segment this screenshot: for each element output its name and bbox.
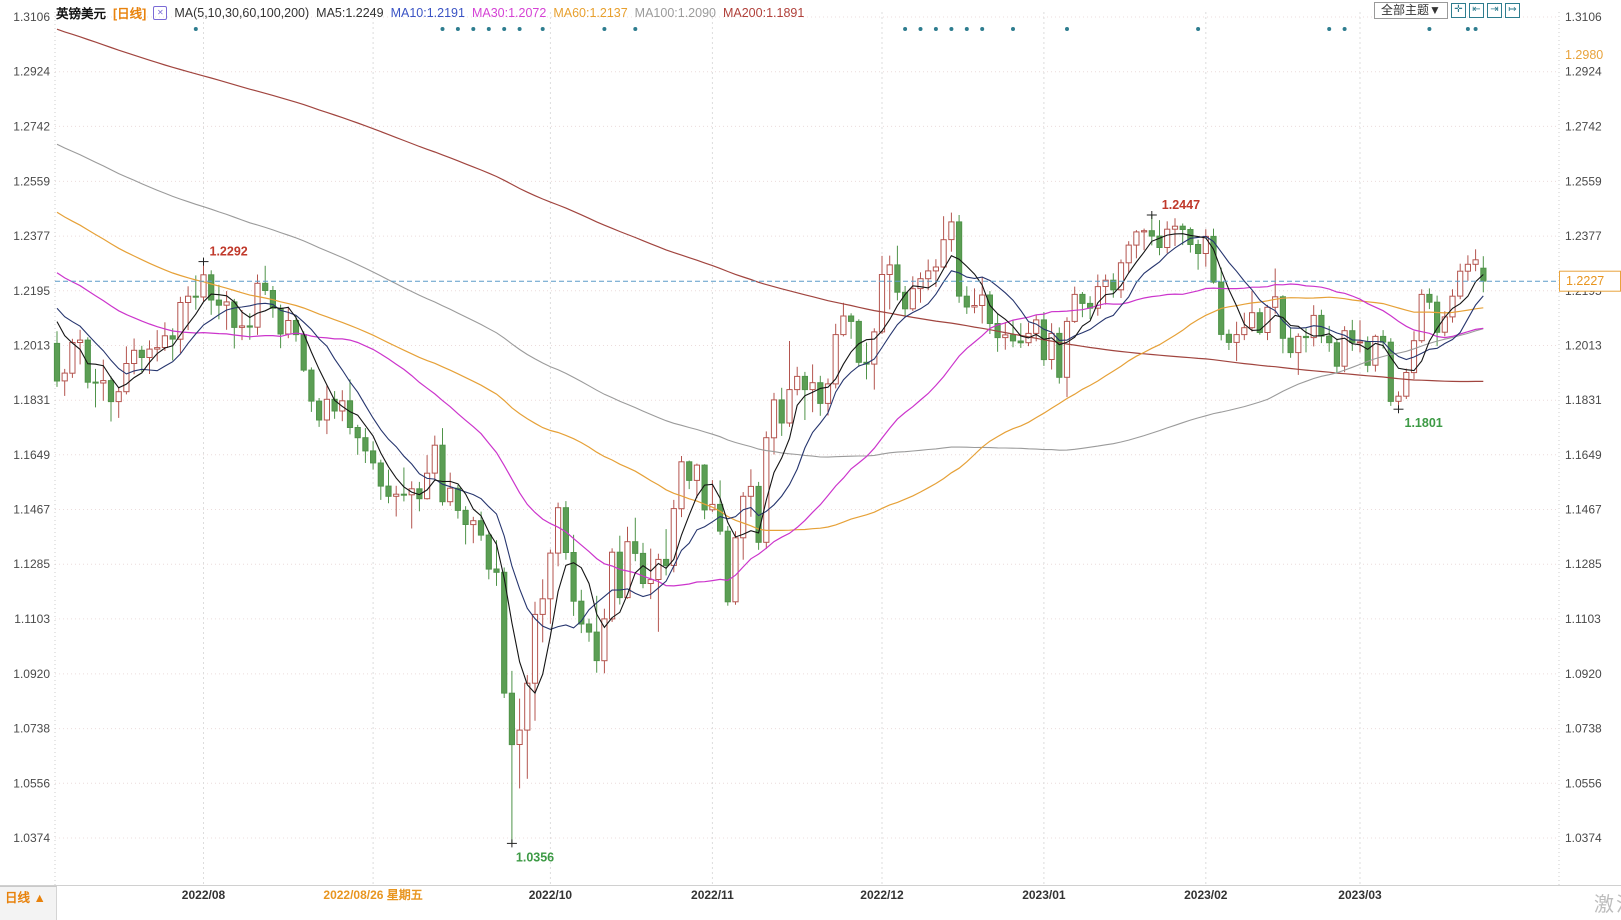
svg-text:2023/03: 2023/03 <box>1338 888 1382 902</box>
svg-text:1.1467: 1.1467 <box>13 503 50 517</box>
svg-text:1.2447: 1.2447 <box>1162 198 1200 212</box>
ma5-value: MA5:1.2249 <box>316 5 384 20</box>
ma200-value: MA200:1.1891 <box>722 5 805 20</box>
svg-text:2022/08/26 星期五: 2022/08/26 星期五 <box>323 887 422 902</box>
symbol-name: 英镑美元 <box>56 7 107 21</box>
svg-text:1.0556: 1.0556 <box>13 776 50 790</box>
ma100-value: MA100:1.2090 <box>634 5 716 20</box>
ma60-value: MA60:1.2137 <box>553 5 628 20</box>
svg-text:1.1467: 1.1467 <box>1565 503 1602 517</box>
svg-text:1.1831: 1.1831 <box>13 393 50 407</box>
svg-text:2022/10: 2022/10 <box>529 888 573 902</box>
svg-text:1.2559: 1.2559 <box>1565 174 1602 188</box>
svg-text:1.1103: 1.1103 <box>1565 612 1601 626</box>
svg-text:1.0374: 1.0374 <box>1565 831 1602 845</box>
chart-header: 英镑美元 [日线] ✕ MA(5,10,30,60,100,200) MA5:1… <box>56 3 804 22</box>
svg-text:1.1103: 1.1103 <box>14 612 50 626</box>
svg-text:1.2980: 1.2980 <box>1565 48 1603 62</box>
ma30-value: MA30:1.2072 <box>471 5 547 20</box>
svg-text:1.2377: 1.2377 <box>13 229 50 243</box>
svg-text:1.0556: 1.0556 <box>1565 776 1602 790</box>
crosshair-icon[interactable]: ✛ <box>1450 3 1466 18</box>
svg-text:1.2559: 1.2559 <box>13 174 50 188</box>
indicator-close-icon[interactable]: ✕ <box>153 5 168 20</box>
svg-text:1.0738: 1.0738 <box>13 722 50 736</box>
svg-text:1.3106: 1.3106 <box>13 10 50 24</box>
svg-text:1.0374: 1.0374 <box>13 831 50 845</box>
svg-text:1.2227: 1.2227 <box>1566 274 1604 288</box>
svg-text:1.0356: 1.0356 <box>516 850 554 864</box>
svg-text:1.2013: 1.2013 <box>1565 339 1602 353</box>
chart-toolbar: 全部主题▼ ✛ ⇤ ⇥ ↦ <box>1374 2 1520 19</box>
svg-text:1.2195: 1.2195 <box>13 284 50 298</box>
svg-text:1.2292: 1.2292 <box>210 245 248 259</box>
svg-text:2022/11: 2022/11 <box>691 888 734 902</box>
svg-text:1.1285: 1.1285 <box>1565 557 1602 571</box>
svg-text:2023/02: 2023/02 <box>1184 888 1228 902</box>
theme-dropdown[interactable]: 全部主题▼ <box>1374 2 1448 19</box>
svg-text:1.2013: 1.2013 <box>13 339 50 353</box>
svg-text:1.1801: 1.1801 <box>1405 416 1443 430</box>
svg-text:1.0920: 1.0920 <box>1565 667 1602 681</box>
ma10-value: MA10:1.2191 <box>390 5 465 20</box>
period-selector[interactable]: 日线 ▲ <box>0 886 57 920</box>
svg-text:2022/12: 2022/12 <box>860 888 904 902</box>
svg-text:1.1649: 1.1649 <box>13 448 50 462</box>
svg-text:1.1831: 1.1831 <box>1565 393 1602 407</box>
svg-text:1.1649: 1.1649 <box>1565 448 1602 462</box>
svg-text:1.2377: 1.2377 <box>1565 229 1602 243</box>
watermark: 激活 <box>1594 894 1621 916</box>
jump-latest-icon[interactable]: ↦ <box>1504 3 1520 18</box>
svg-text:1.2742: 1.2742 <box>1565 119 1602 133</box>
svg-text:1.2742: 1.2742 <box>13 119 50 133</box>
svg-text:1.2924: 1.2924 <box>1565 65 1602 79</box>
svg-text:2022/08: 2022/08 <box>182 888 226 902</box>
svg-text:1.0920: 1.0920 <box>13 667 50 681</box>
svg-text:1.1285: 1.1285 <box>13 557 50 571</box>
expand-icon[interactable]: ⇥ <box>1486 3 1502 18</box>
compress-icon[interactable]: ⇤ <box>1468 3 1484 18</box>
svg-text:1.0738: 1.0738 <box>1565 722 1602 736</box>
svg-text:1.2924: 1.2924 <box>13 65 50 79</box>
ma-settings-label[interactable]: MA(5,10,30,60,100,200) <box>174 5 310 20</box>
svg-text:1.3106: 1.3106 <box>1565 10 1602 24</box>
svg-text:2023/01: 2023/01 <box>1022 888 1066 902</box>
period-tag: [日线] <box>113 7 147 21</box>
